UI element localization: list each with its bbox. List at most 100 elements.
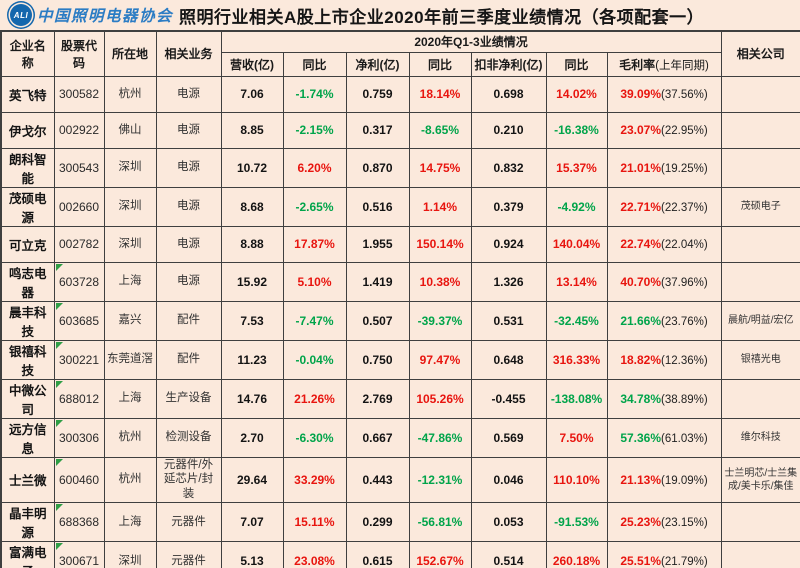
- table-row: 远方信息 300306 杭州 检测设备 2.70 -6.30% 0.667 -4…: [0, 417, 800, 458]
- company-name-cell: 银禧科技: [0, 339, 55, 380]
- gross-margin-prev-year: (61.03%): [661, 432, 708, 445]
- revenue-cell: 7.53: [220, 300, 284, 341]
- gross-margin-cell: 21.01%(19.25%): [606, 147, 722, 188]
- gross-margin-value: 21.13%: [620, 472, 662, 487]
- profit-yoy-cell: 105.26%: [408, 378, 472, 419]
- deducted-yoy-cell: 260.18%: [545, 541, 608, 568]
- company-name-cell: 士兰微: [0, 456, 55, 504]
- business-cell: 生产设备: [155, 378, 222, 419]
- deducted-yoy-cell: -32.45%: [545, 300, 608, 341]
- business-cell: 电源: [155, 75, 222, 113]
- gross-margin-prev-year: (19.25%): [661, 162, 708, 175]
- revenue-yoy-cell: -6.30%: [282, 417, 347, 458]
- profit-cell: 0.507: [345, 300, 410, 341]
- gross-margin-prev-year: (22.37%): [661, 201, 708, 214]
- business-cell: 元器件: [155, 502, 222, 543]
- gross-margin-cell: 21.13%(19.09%): [606, 456, 722, 504]
- related-company-cell: [720, 75, 800, 113]
- gross-margin-cell: 22.71%(22.37%): [606, 186, 722, 227]
- gross-margin-cell: 23.07%(22.95%): [606, 111, 722, 149]
- revenue-cell: 11.23: [220, 339, 284, 380]
- col-header-code: 股票代码: [53, 30, 105, 77]
- gross-margin-cell: 21.66%(23.76%): [606, 300, 722, 341]
- gross-margin-cell: 25.51%(21.79%): [606, 541, 722, 568]
- stock-code-cell: 600460: [53, 456, 105, 504]
- table-row: 银禧科技 300221 东莞道滘 配件 11.23 -0.04% 0.750 9…: [0, 339, 800, 380]
- related-company-cell: [720, 378, 800, 419]
- deducted-yoy-cell: 110.10%: [545, 456, 608, 504]
- col-header-revenue-yoy: 同比: [282, 51, 347, 77]
- company-name-cell: 英飞特: [0, 75, 55, 113]
- gross-margin-value: 39.09%: [620, 87, 662, 101]
- deducted-profit-cell: 0.531: [470, 300, 547, 341]
- business-cell: 检测设备: [155, 417, 222, 458]
- business-cell: 电源: [155, 186, 222, 227]
- gross-margin-value: 22.74%: [620, 237, 662, 251]
- gross-margin-prev-year: (38.89%): [661, 393, 708, 406]
- table-row: 中微公司 688012 上海 生产设备 14.76 21.26% 2.769 1…: [0, 378, 800, 419]
- col-header-company: 企业名称: [0, 30, 55, 77]
- related-company-cell: [720, 111, 800, 149]
- company-name-cell: 晨丰科技: [0, 300, 55, 341]
- revenue-cell: 29.64: [220, 456, 284, 504]
- location-cell: 深圳: [103, 541, 157, 568]
- col-header-revenue: 营收(亿): [220, 51, 284, 77]
- profit-cell: 0.516: [345, 186, 410, 227]
- stock-code-cell: 603728: [53, 261, 105, 302]
- revenue-cell: 2.70: [220, 417, 284, 458]
- related-company-cell: 维尔科技: [720, 417, 800, 458]
- company-name-cell: 鸣志电器: [0, 261, 55, 302]
- deducted-profit-cell: 0.210: [470, 111, 547, 149]
- deducted-profit-cell: 0.379: [470, 186, 547, 227]
- table-row: 伊戈尔 002922 佛山 电源 8.85 -2.15% 0.317 -8.65…: [0, 111, 800, 149]
- stock-code-cell: 688368: [53, 502, 105, 543]
- business-cell: 电源: [155, 147, 222, 188]
- deducted-yoy-cell: -91.53%: [545, 502, 608, 543]
- profit-yoy-cell: 1.14%: [408, 186, 472, 227]
- revenue-yoy-cell: 33.29%: [282, 456, 347, 504]
- gross-margin-prev-year: (22.95%): [661, 125, 708, 137]
- deducted-profit-cell: 1.326: [470, 261, 547, 302]
- profit-cell: 0.317: [345, 111, 410, 149]
- profit-yoy-cell: -47.86%: [408, 417, 472, 458]
- related-company-cell: 晨航/明益/宏亿: [720, 300, 800, 341]
- deducted-yoy-cell: 316.33%: [545, 339, 608, 380]
- deducted-profit-cell: 0.514: [470, 541, 547, 568]
- col-header-location: 所在地: [103, 30, 157, 77]
- related-company-cell: 士兰明芯/士兰集成/美卡乐/集佳: [720, 456, 800, 504]
- deducted-yoy-cell: 13.14%: [545, 261, 608, 302]
- profit-yoy-cell: -8.65%: [408, 111, 472, 149]
- revenue-cell: 7.06: [220, 75, 284, 113]
- table-row: 士兰微 600460 杭州 元器件/外延芯片/封装 29.64 33.29% 0…: [0, 456, 800, 504]
- col-header-margin: 毛利率(上年同期): [606, 51, 722, 77]
- stock-code-cell: 002922: [53, 111, 105, 149]
- revenue-cell: 7.07: [220, 502, 284, 543]
- company-name-cell: 远方信息: [0, 417, 55, 458]
- deducted-profit-cell: 0.648: [470, 339, 547, 380]
- location-cell: 深圳: [103, 225, 157, 263]
- revenue-cell: 8.68: [220, 186, 284, 227]
- business-cell: 电源: [155, 261, 222, 302]
- table-header: 企业名称 股票代码 所在地 相关业务 2020年Q1-3业绩情况 相关公司 营收…: [0, 30, 800, 77]
- table-row: 可立克 002782 深圳 电源 8.88 17.87% 1.955 150.1…: [0, 225, 800, 263]
- gross-margin-prev-year: (19.09%): [661, 474, 708, 487]
- table-row: 茂硕电源 002660 深圳 电源 8.68 -2.65% 0.516 1.14…: [0, 186, 800, 227]
- stock-code-cell: 002782: [53, 225, 105, 263]
- gross-margin-value: 21.66%: [620, 313, 662, 328]
- table-row: 英飞特 300582 杭州 电源 7.06 -1.74% 0.759 18.14…: [0, 75, 800, 113]
- col-header-deducted-yoy: 同比: [545, 51, 608, 77]
- stock-code-cell: 300582: [53, 75, 105, 113]
- gross-margin-cell: 25.23%(23.15%): [606, 502, 722, 543]
- revenue-yoy-cell: -0.04%: [282, 339, 347, 380]
- table-row: 晨丰科技 603685 嘉兴 配件 7.53 -7.47% 0.507 -39.…: [0, 300, 800, 341]
- revenue-yoy-cell: -7.47%: [282, 300, 347, 341]
- revenue-yoy-cell: -2.15%: [282, 111, 347, 149]
- deducted-profit-cell: 0.046: [470, 456, 547, 504]
- gross-margin-value: 23.07%: [620, 123, 662, 137]
- profit-cell: 0.443: [345, 456, 410, 504]
- company-name-cell: 中微公司: [0, 378, 55, 419]
- location-cell: 嘉兴: [103, 300, 157, 341]
- col-header-deducted: 扣非净利(亿): [470, 51, 547, 77]
- gross-margin-prev-year: (22.04%): [661, 239, 708, 251]
- location-cell: 杭州: [103, 75, 157, 113]
